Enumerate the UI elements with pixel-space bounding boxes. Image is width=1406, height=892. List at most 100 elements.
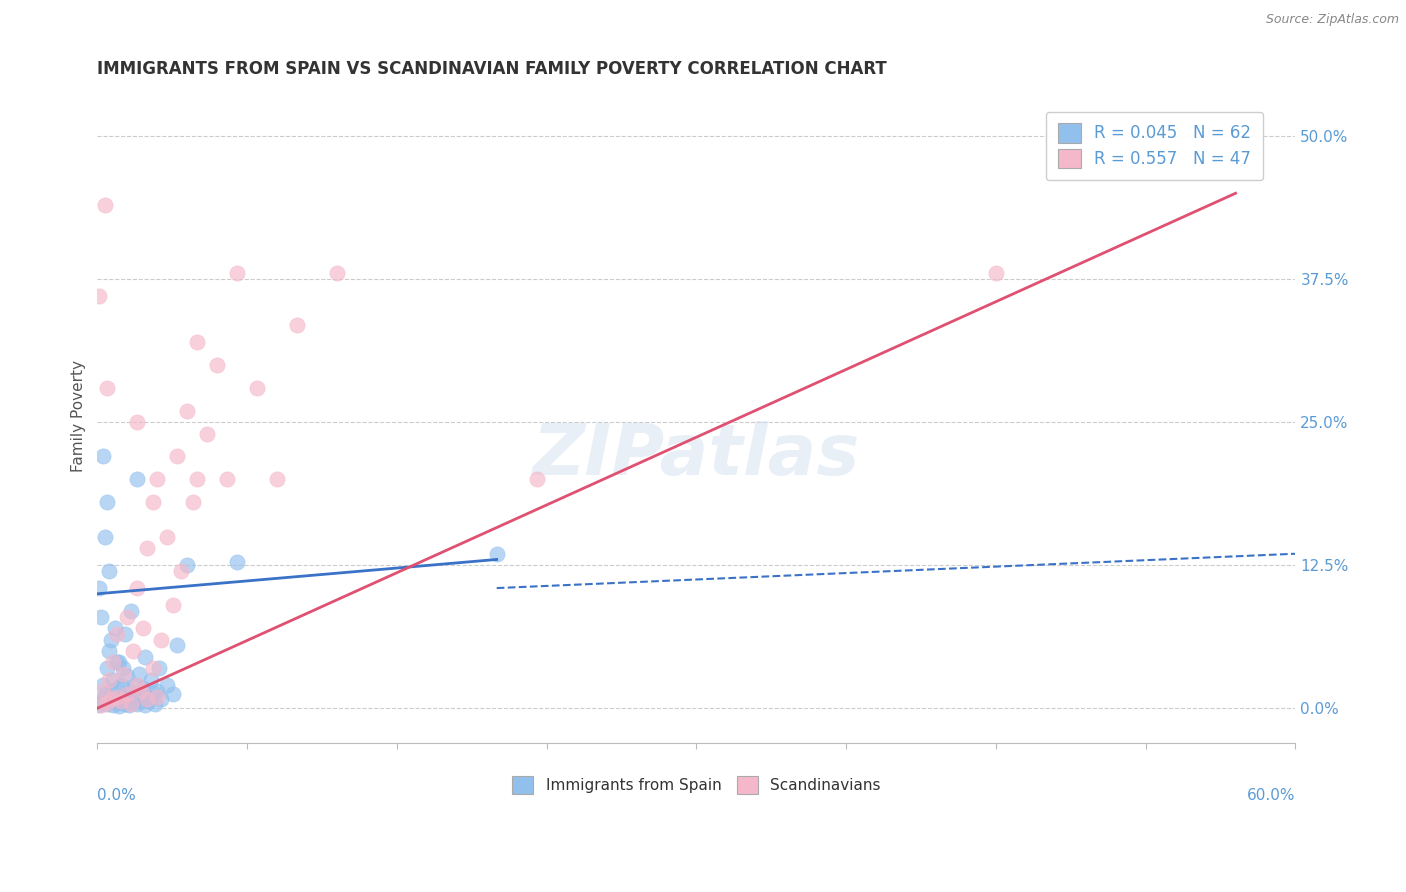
Point: [114, 697, 136, 711]
Point: [170, 564, 193, 578]
Point: [186, 472, 208, 486]
Point: [142, 661, 165, 675]
Point: [105, 690, 128, 704]
Point: [93, 678, 115, 692]
Point: [176, 403, 198, 417]
Point: [98, 564, 121, 578]
Point: [146, 690, 169, 704]
Point: [129, 693, 152, 707]
Point: [90, 696, 112, 710]
Point: [100, 632, 122, 647]
Point: [150, 692, 173, 706]
Point: [226, 266, 249, 280]
Point: [148, 661, 170, 675]
Point: [112, 661, 135, 675]
Point: [246, 381, 269, 395]
Point: [90, 609, 112, 624]
Point: [93, 684, 115, 698]
Point: [127, 472, 149, 486]
Y-axis label: Family Poverty: Family Poverty: [72, 360, 86, 473]
Point: [104, 692, 127, 706]
Point: [526, 472, 548, 486]
Point: [110, 678, 132, 692]
Point: [181, 495, 204, 509]
Point: [103, 673, 125, 687]
Point: [110, 694, 132, 708]
Point: [96, 696, 118, 710]
Point: [162, 599, 184, 613]
Point: [132, 681, 155, 695]
Point: [129, 684, 152, 698]
Point: [128, 666, 150, 681]
Point: [984, 266, 1007, 280]
Text: 60.0%: 60.0%: [1247, 789, 1295, 803]
Point: [98, 673, 121, 687]
Point: [142, 495, 165, 509]
Point: [150, 632, 173, 647]
Point: [118, 698, 141, 712]
Point: [120, 697, 142, 711]
Point: [105, 627, 128, 641]
Point: [195, 426, 218, 441]
Point: [122, 696, 145, 710]
Point: [156, 530, 179, 544]
Point: [94, 530, 117, 544]
Point: [285, 318, 308, 332]
Point: [127, 697, 149, 711]
Point: [136, 692, 159, 706]
Point: [326, 266, 349, 280]
Text: IMMIGRANTS FROM SPAIN VS SCANDINAVIAN FAMILY POVERTY CORRELATION CHART: IMMIGRANTS FROM SPAIN VS SCANDINAVIAN FA…: [97, 60, 887, 78]
Point: [118, 684, 141, 698]
Point: [94, 688, 117, 702]
Point: [93, 450, 115, 464]
Point: [117, 692, 139, 706]
Point: [124, 678, 146, 692]
Point: [176, 558, 198, 573]
Point: [166, 638, 188, 652]
Point: [103, 698, 125, 712]
Point: [217, 472, 239, 486]
Point: [132, 621, 155, 635]
Point: [98, 644, 121, 658]
Point: [134, 649, 156, 664]
Point: [205, 358, 228, 372]
Point: [117, 609, 139, 624]
Point: [96, 661, 118, 675]
Point: [485, 547, 508, 561]
Legend: Immigrants from Spain, Scandinavians: Immigrants from Spain, Scandinavians: [506, 771, 887, 800]
Point: [114, 627, 136, 641]
Point: [93, 692, 115, 706]
Point: [142, 686, 165, 700]
Point: [112, 666, 135, 681]
Point: [108, 656, 131, 670]
Point: [156, 678, 179, 692]
Point: [96, 381, 118, 395]
Text: 0.0%: 0.0%: [97, 789, 136, 803]
Point: [105, 696, 128, 710]
Point: [127, 678, 149, 692]
Point: [110, 694, 132, 708]
Point: [117, 669, 139, 683]
Point: [138, 694, 160, 708]
Point: [105, 656, 128, 670]
Point: [94, 197, 117, 211]
Point: [120, 604, 142, 618]
Point: [117, 688, 139, 702]
Point: [120, 690, 142, 705]
Point: [108, 698, 131, 713]
Point: [103, 656, 125, 670]
Point: [186, 334, 208, 349]
Point: [134, 698, 156, 712]
Point: [104, 621, 127, 635]
Point: [146, 684, 169, 698]
Point: [100, 692, 122, 706]
Point: [96, 495, 118, 509]
Point: [146, 472, 169, 486]
Point: [166, 450, 188, 464]
Point: [136, 541, 159, 555]
Point: [226, 555, 249, 569]
Point: [89, 698, 111, 712]
Text: ZIPatlas: ZIPatlas: [533, 421, 860, 490]
Point: [90, 698, 112, 712]
Point: [136, 690, 159, 704]
